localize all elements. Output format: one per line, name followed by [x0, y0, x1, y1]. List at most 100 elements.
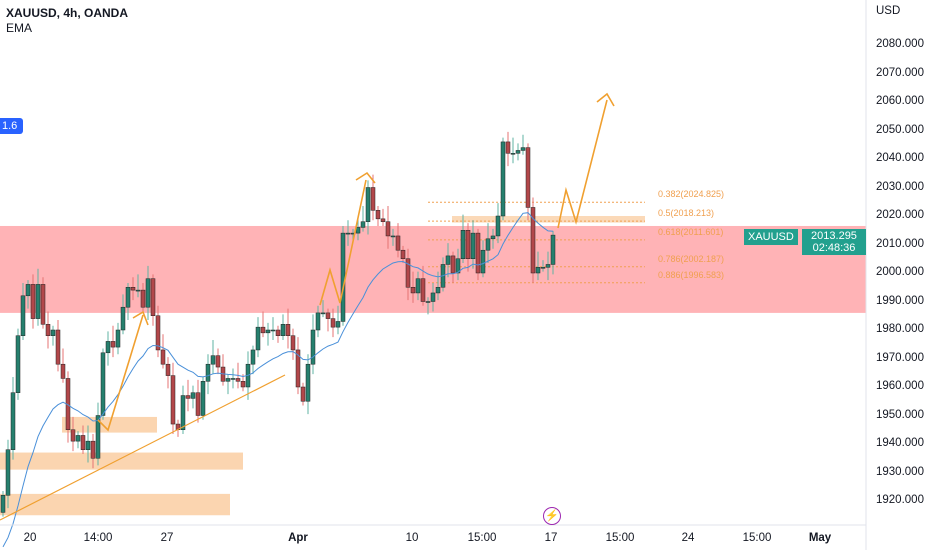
candle — [545, 264, 551, 268]
supply-zone — [452, 216, 645, 223]
price-tick-label: 1980.000 — [876, 323, 924, 335]
candle — [265, 329, 271, 334]
candle — [270, 329, 276, 332]
time-tick-label: 14:00 — [83, 532, 113, 544]
time-tick-label: 20 — [23, 532, 37, 544]
candle — [200, 381, 206, 416]
candle — [315, 312, 321, 331]
candle — [180, 395, 186, 430]
candle — [15, 335, 21, 393]
time-tick-label: 27 — [160, 532, 174, 544]
candle — [240, 381, 246, 388]
candle — [160, 349, 166, 365]
candle — [445, 255, 451, 265]
candle — [470, 232, 476, 260]
price-tick-label: 2050.000 — [876, 123, 924, 136]
candle — [410, 287, 416, 294]
candle — [305, 363, 311, 402]
symbol-price-tag: XAUUSD — [744, 229, 798, 245]
candle — [285, 324, 291, 336]
candle — [170, 375, 176, 425]
candle — [260, 326, 266, 334]
price-tick-label: 2000.000 — [876, 266, 924, 278]
indicator-label[interactable]: EMA — [6, 21, 33, 35]
price-tick-label: 2020.000 — [876, 209, 924, 221]
price-tick-label: 1960.000 — [876, 380, 924, 392]
candle — [300, 386, 306, 402]
lightning-event-icon[interactable]: ⚡ — [543, 507, 561, 525]
candle — [475, 232, 481, 274]
candle — [195, 392, 201, 416]
candle — [140, 289, 146, 308]
candle — [490, 235, 496, 240]
candle — [325, 312, 331, 319]
candle — [60, 363, 66, 379]
chart-legend: XAUUSD, 4h, OANDA EMA — [6, 6, 128, 36]
candle — [465, 230, 471, 259]
candle — [100, 352, 106, 416]
arrowhead-icon — [596, 92, 615, 107]
candle — [50, 329, 56, 336]
candle — [190, 392, 196, 399]
projection-arrow — [557, 99, 608, 229]
candle — [150, 278, 156, 317]
candle — [505, 141, 511, 154]
candle — [10, 392, 16, 450]
candle — [535, 267, 541, 274]
candle — [20, 295, 26, 336]
candle — [250, 349, 256, 365]
candle — [115, 329, 121, 348]
time-tick-label: May — [808, 532, 832, 544]
candle — [425, 301, 431, 303]
price-tick-label: 2040.000 — [876, 152, 924, 164]
candle — [310, 329, 316, 365]
candle — [435, 287, 441, 294]
candle — [335, 321, 341, 328]
candle — [25, 284, 31, 297]
left-price-tag: 1.6 — [0, 118, 24, 134]
last-price: 2013.295 — [811, 230, 857, 242]
candle — [30, 284, 36, 319]
price-tick-label: 2070.000 — [876, 66, 924, 79]
symbol-title[interactable]: XAUUSD, 4h, OANDA — [6, 6, 129, 20]
time-tick-label: Apr — [288, 532, 308, 544]
candle — [345, 232, 351, 235]
fib-level-label: 0.618(2011.601) — [658, 226, 724, 237]
candle — [145, 278, 151, 308]
fib-level-label: 0.382(2024.825) — [658, 189, 725, 200]
candle — [45, 324, 51, 336]
candle — [360, 221, 366, 228]
candle — [365, 187, 371, 222]
candle — [165, 363, 171, 376]
fib-level-label: 0.786(2002.187) — [658, 253, 725, 264]
candle — [480, 249, 486, 274]
demand-zone — [0, 452, 243, 470]
candle — [380, 218, 386, 222]
time-tick-label: 24 — [681, 532, 695, 544]
time-tick-label: 15:00 — [605, 532, 635, 544]
arrowhead-icon — [355, 171, 376, 184]
candle — [235, 378, 241, 382]
projection-arrow — [97, 314, 144, 432]
candle — [530, 207, 536, 274]
candle — [230, 378, 236, 380]
candle — [280, 324, 286, 336]
price-tick-label: 1920.000 — [876, 494, 924, 506]
fib-level-label: 0.5(2018.213) — [658, 208, 715, 219]
candle — [255, 326, 261, 351]
ema-line — [2, 212, 554, 548]
candle — [500, 141, 506, 217]
candle — [35, 284, 41, 319]
currency-label: USD — [876, 5, 901, 17]
last-price-box: 2013.295 02:48:36 — [802, 229, 866, 255]
trendline — [0, 374, 286, 521]
time-tick-label: 10 — [405, 532, 419, 544]
candle — [320, 312, 326, 315]
candle — [85, 440, 91, 450]
candle — [330, 318, 336, 328]
projection-arrow — [319, 179, 367, 306]
price-tick-label: 2010.000 — [876, 237, 924, 250]
candle — [455, 258, 461, 274]
candle — [450, 255, 456, 274]
